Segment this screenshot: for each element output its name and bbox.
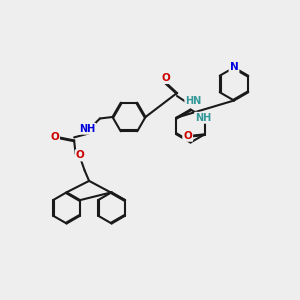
- Text: O: O: [50, 132, 59, 142]
- Text: NH: NH: [79, 124, 95, 134]
- Text: NH: NH: [195, 113, 212, 123]
- Text: O: O: [183, 131, 192, 141]
- Text: HN: HN: [185, 96, 202, 106]
- Text: O: O: [161, 73, 170, 83]
- Text: O: O: [76, 150, 85, 161]
- Text: N: N: [230, 62, 238, 73]
